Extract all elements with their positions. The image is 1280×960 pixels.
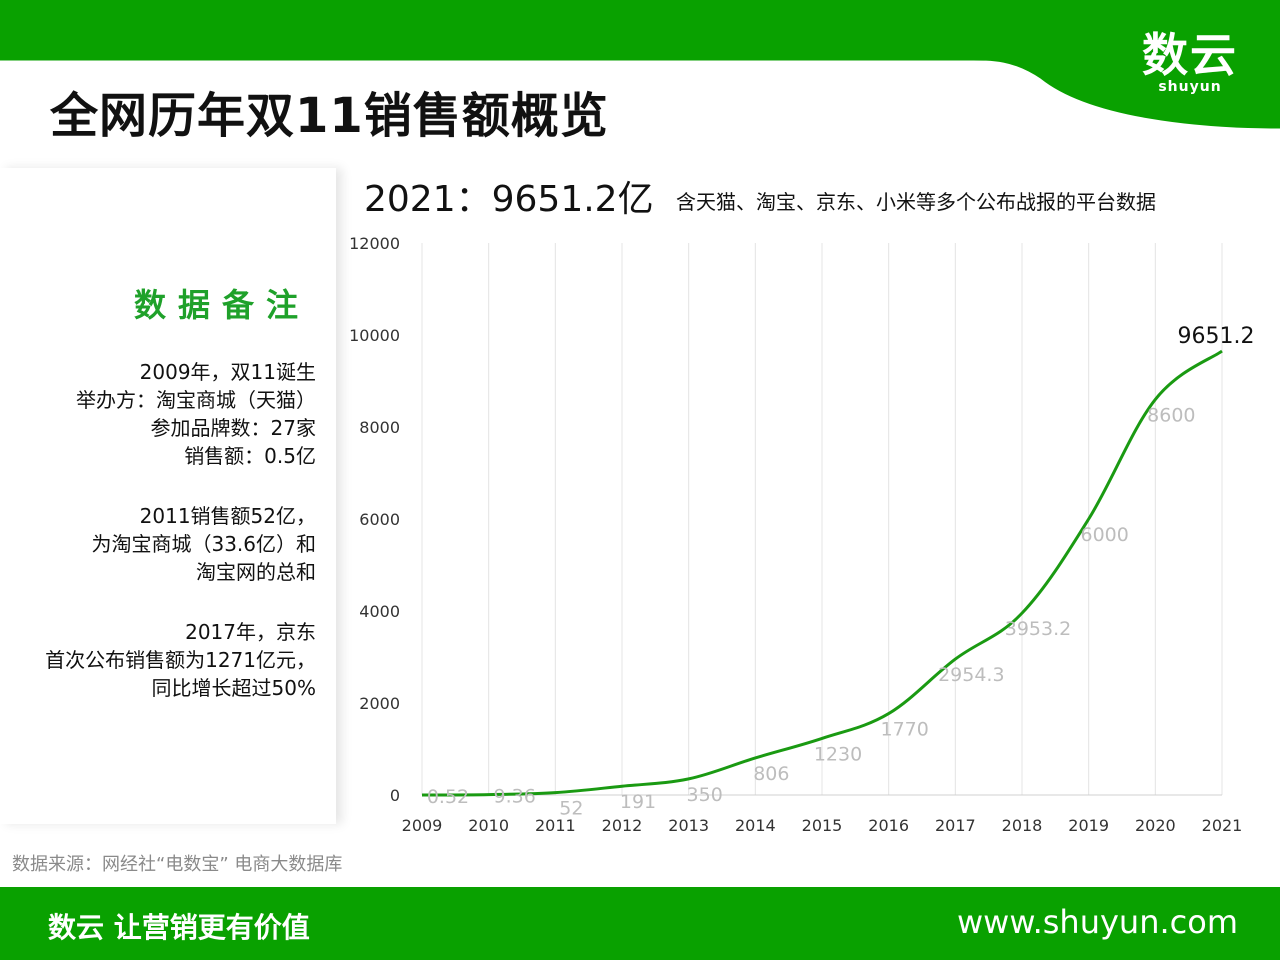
note-block: 2011销售额52亿， 为淘宝商城（33.6亿）和 淘宝网的总和 — [91, 502, 316, 586]
x-tick-label: 2014 — [735, 816, 776, 835]
data-label: 350 — [687, 784, 723, 806]
note-line: 举办方：淘宝商城（天猫） — [76, 388, 316, 412]
data-label: 1230 — [814, 743, 862, 765]
data-label: 2954.3 — [938, 664, 1004, 686]
data-label: 191 — [620, 791, 656, 813]
chart-subtitle: 含天猫、淘宝、京东、小米等多个公布战报的平台数据 — [676, 190, 1156, 214]
data-label: 806 — [753, 763, 789, 785]
y-tick-label: 0 — [390, 786, 400, 805]
brand-logo[interactable]: 数云 shuyun — [1125, 30, 1255, 94]
note-line: 同比增长超过50% — [151, 676, 316, 700]
note-line: 为淘宝商城（33.6亿）和 — [91, 532, 316, 556]
x-tick-label: 2015 — [802, 816, 843, 835]
note-line: 2009年，双11诞生 — [139, 360, 316, 384]
data-label: 9.36 — [494, 786, 536, 808]
data-label: 8600 — [1147, 404, 1195, 426]
x-tick-label: 2012 — [602, 816, 643, 835]
data-label: 1770 — [880, 719, 928, 741]
x-tick-label: 2018 — [1002, 816, 1043, 835]
x-tick-label: 2011 — [535, 816, 576, 835]
y-tick-label: 4000 — [359, 602, 400, 621]
y-tick-label: 12000 — [349, 234, 400, 253]
data-label: 52 — [559, 798, 583, 820]
note-line: 2011销售额52亿， — [139, 504, 316, 528]
x-tick-label: 2010 — [468, 816, 509, 835]
y-tick-label: 8000 — [359, 418, 400, 437]
chart-headline: 2021：9651.2亿 — [364, 179, 654, 220]
logo-subtext: shuyun — [1158, 79, 1222, 95]
series-line — [421, 349, 1223, 797]
x-tick-label: 2021 — [1202, 816, 1243, 835]
data-label: 9651.2 — [1178, 324, 1255, 349]
x-tick-label: 2013 — [668, 816, 709, 835]
y-tick-label: 2000 — [359, 694, 400, 713]
data-label: 6000 — [1080, 524, 1128, 546]
note-line: 参加品牌数：27家 — [150, 416, 316, 440]
note-line: 淘宝网的总和 — [196, 560, 316, 584]
x-tick-label: 2020 — [1135, 816, 1176, 835]
note-block: 2017年，京东 首次公布销售额为1271亿元， 同比增长超过50% — [45, 618, 316, 702]
footer-bar: 数云 让营销更有价值 www.shuyun.com — [0, 887, 1280, 960]
x-tick-label: 2017 — [935, 816, 976, 835]
data-source-note: 数据来源：网经社“电数宝” 电商大数据库 — [12, 854, 343, 875]
top-banner — [0, 0, 1280, 132]
note-line: 2017年，京东 — [185, 620, 316, 644]
x-tick-label: 2009 — [402, 816, 443, 835]
y-tick-label: 10000 — [349, 326, 400, 345]
y-tick-label: 6000 — [359, 510, 400, 529]
footer-slogan: 数云 让营销更有价值 — [48, 911, 310, 944]
notes-title: 数据备注 — [133, 286, 310, 324]
data-label: 3953.2 — [1005, 618, 1071, 640]
note-line: 销售额：0.5亿 — [184, 444, 316, 468]
note-line: 首次公布销售额为1271亿元， — [45, 648, 316, 672]
note-block: 2009年，双11诞生 举办方：淘宝商城（天猫） 参加品牌数：27家 销售额：0… — [76, 358, 316, 470]
logo-text: 数云 — [1142, 28, 1238, 82]
notes-panel: 数据备注 2009年，双11诞生 举办方：淘宝商城（天猫） 参加品牌数：27家 … — [0, 168, 336, 824]
page-title: 全网历年双11销售额概览 — [50, 88, 609, 144]
x-tick-label: 2016 — [868, 816, 909, 835]
footer-url-link[interactable]: www.shuyun.com — [957, 903, 1238, 941]
data-label: 0.52 — [427, 786, 469, 808]
x-tick-label: 2019 — [1068, 816, 1109, 835]
sales-line-chart: 0 2000 4000 6000 8000 10000 12000 2009 2010 2011 2… — [349, 234, 1255, 835]
